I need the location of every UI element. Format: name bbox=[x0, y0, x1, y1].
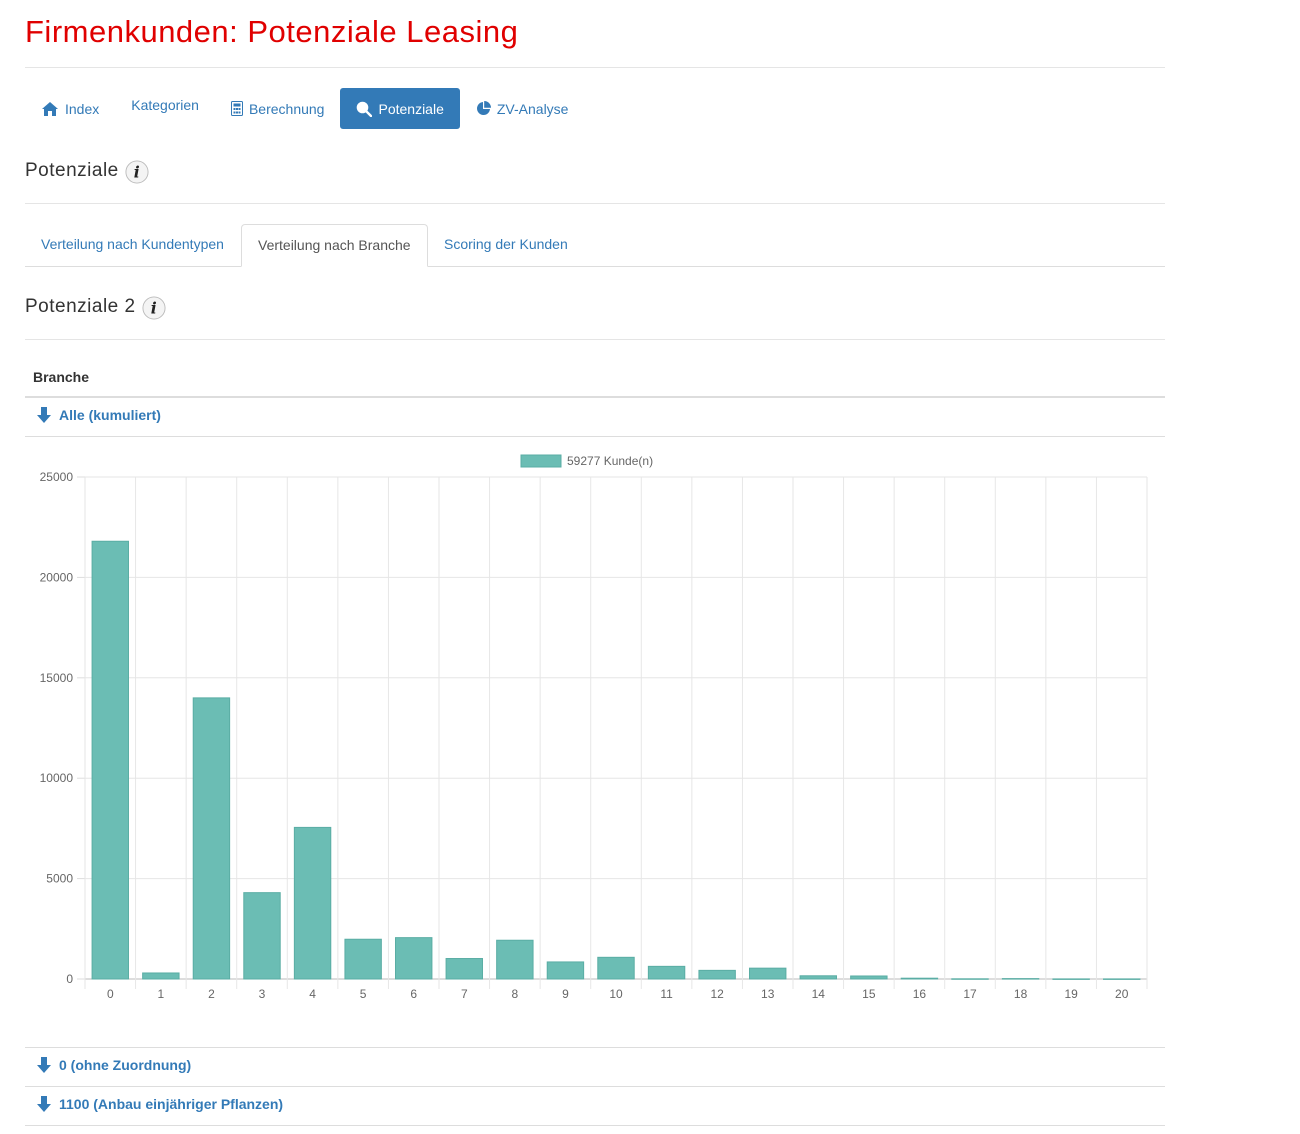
x-tick-label: 18 bbox=[1014, 987, 1028, 1001]
arrow-down-icon bbox=[37, 1096, 51, 1112]
bar-0 bbox=[91, 540, 129, 980]
x-tick-label: 5 bbox=[360, 987, 367, 1001]
legend-label: 59277 Kunde(n) bbox=[567, 454, 653, 468]
arrow-down-icon bbox=[37, 407, 51, 423]
table-row-anbau-pflanzen[interactable]: 1100 (Anbau einjähriger Pflanzen) bbox=[37, 1096, 283, 1112]
bar-11 bbox=[647, 965, 686, 980]
x-tick-label: 20 bbox=[1115, 987, 1129, 1001]
main-nav: Index Kategorien Berechnung bbox=[25, 88, 584, 129]
search-icon bbox=[356, 101, 373, 117]
x-tick-label: 13 bbox=[761, 987, 775, 1001]
tab-scoring-kunden[interactable]: Scoring der Kunden bbox=[444, 236, 568, 252]
bar-13 bbox=[749, 967, 787, 980]
y-tick-label: 20000 bbox=[40, 570, 74, 584]
page-title: Firmenkunden: Potenziale Leasing bbox=[25, 14, 519, 49]
y-tick-label: 10000 bbox=[40, 771, 74, 785]
home-icon bbox=[41, 101, 59, 117]
nav-item-index[interactable]: Index bbox=[25, 88, 115, 129]
bar-3 bbox=[243, 892, 281, 980]
table-row-ohne-zuordnung[interactable]: 0 (ohne Zuordnung) bbox=[37, 1057, 191, 1073]
bar-1 bbox=[142, 972, 180, 980]
info-icon[interactable]: i bbox=[125, 159, 149, 184]
nav-item-label: Berechnung bbox=[248, 100, 325, 117]
x-tick-label: 10 bbox=[609, 987, 623, 1001]
bar-8 bbox=[496, 939, 534, 980]
x-tick-label: 16 bbox=[913, 987, 927, 1001]
x-tick-label: 14 bbox=[812, 987, 826, 1001]
x-tick-label: 12 bbox=[710, 987, 724, 1001]
bar-20 bbox=[1103, 978, 1141, 980]
x-tick-label: 4 bbox=[309, 987, 316, 1001]
x-tick-label: 17 bbox=[963, 987, 977, 1001]
x-tick-label: 7 bbox=[461, 987, 468, 1001]
tab-verteilung-branche[interactable]: Verteilung nach Branche bbox=[241, 224, 428, 267]
table-row-divider bbox=[25, 1125, 1165, 1126]
bar-2 bbox=[192, 697, 231, 980]
title-divider bbox=[25, 67, 1165, 68]
table-row-divider bbox=[25, 1086, 1165, 1087]
legend-swatch bbox=[520, 454, 562, 468]
nav-item-potenziale[interactable]: Potenziale bbox=[340, 88, 460, 129]
section-title-potenziale: Potenziale i bbox=[25, 159, 149, 184]
bar-19 bbox=[1052, 978, 1090, 980]
bar-10 bbox=[597, 956, 635, 980]
x-tick-label: 19 bbox=[1064, 987, 1078, 1001]
x-tick-label: 1 bbox=[158, 987, 165, 1001]
bar-5 bbox=[344, 938, 382, 980]
nav-item-kategorien[interactable]: Kategorien bbox=[115, 84, 215, 125]
calculator-icon bbox=[230, 101, 243, 116]
bar-14 bbox=[799, 975, 837, 980]
tab-bar: Verteilung nach Kundentypen Verteilung n… bbox=[25, 224, 1165, 267]
bar-15 bbox=[850, 975, 888, 980]
bar-16 bbox=[900, 977, 939, 980]
x-tick-label: 11 bbox=[660, 987, 673, 1001]
column-header-branche: Branche bbox=[33, 369, 90, 385]
svg-text:i: i bbox=[134, 163, 140, 182]
table-row-divider bbox=[25, 436, 1165, 437]
x-tick-label: 6 bbox=[410, 987, 417, 1001]
nav-item-zv-analyse[interactable]: ZV-Analyse bbox=[460, 88, 585, 129]
table-row-divider bbox=[25, 1047, 1165, 1048]
bar-12 bbox=[698, 969, 736, 980]
section-divider bbox=[25, 203, 1165, 204]
tab-verteilung-kundentypen[interactable]: Verteilung nach Kundentypen bbox=[41, 236, 224, 252]
bar-9 bbox=[546, 961, 585, 980]
nav-item-label: Index bbox=[65, 100, 100, 117]
nav-item-berechnung[interactable]: Berechnung bbox=[215, 88, 341, 129]
bar-4 bbox=[293, 826, 332, 980]
x-tick-label: 15 bbox=[862, 987, 876, 1001]
table-row-alle[interactable]: Alle (kumuliert) bbox=[37, 407, 161, 423]
x-tick-label: 0 bbox=[107, 987, 114, 1001]
svg-text:i: i bbox=[150, 299, 156, 318]
pie-chart-icon bbox=[476, 101, 491, 116]
y-tick-label: 0 bbox=[66, 972, 73, 986]
x-tick-label: 3 bbox=[259, 987, 266, 1001]
bar-7 bbox=[445, 958, 483, 980]
nav-item-label: Potenziale bbox=[378, 100, 444, 117]
x-tick-label: 9 bbox=[562, 987, 569, 1001]
nav-item-label: ZV-Analyse bbox=[496, 100, 569, 117]
table-header-divider bbox=[25, 396, 1165, 398]
y-tick-label: 15000 bbox=[40, 671, 74, 685]
bar-17 bbox=[951, 978, 989, 980]
nav-item-label: Kategorien bbox=[131, 96, 199, 113]
y-tick-label: 25000 bbox=[40, 470, 74, 484]
bar-18 bbox=[1001, 978, 1040, 980]
bar-6 bbox=[395, 937, 433, 980]
section-divider bbox=[25, 339, 1165, 340]
info-icon[interactable]: i bbox=[142, 295, 166, 320]
x-tick-label: 2 bbox=[208, 987, 215, 1001]
y-tick-label: 5000 bbox=[46, 872, 73, 886]
section-title-potenziale-2: Potenziale 2 i bbox=[25, 295, 166, 320]
x-tick-label: 8 bbox=[512, 987, 519, 1001]
arrow-down-icon bbox=[37, 1057, 51, 1073]
